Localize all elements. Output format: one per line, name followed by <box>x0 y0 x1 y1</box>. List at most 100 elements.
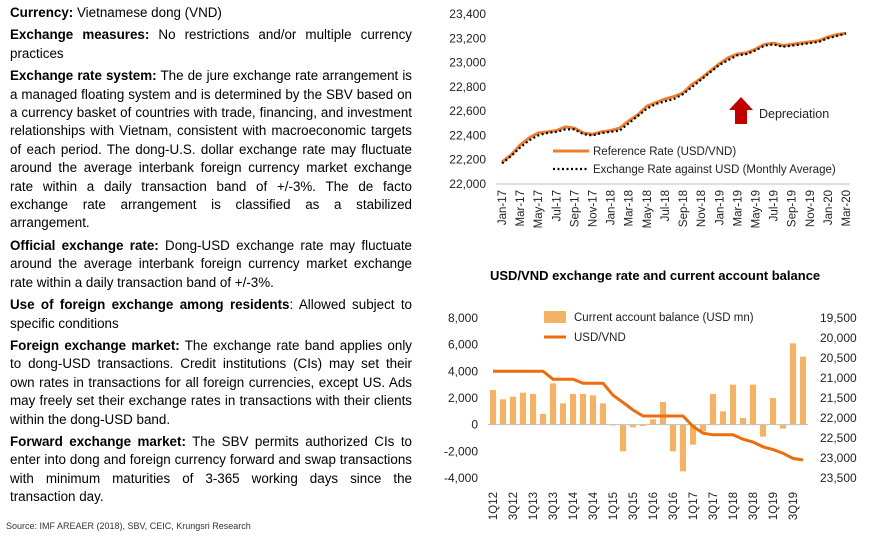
x-tick-label: Jul-19 <box>769 190 781 221</box>
x-tick-label: Jan-18 <box>606 190 618 225</box>
x-tick-label: 3Q19 <box>788 492 800 520</box>
legend-label: Reference Rate (USD/VND) <box>593 146 736 158</box>
x-tick-label: 3Q14 <box>588 491 600 520</box>
current-account-bar <box>779 424 787 429</box>
x-tick-label: 3Q13 <box>548 492 560 520</box>
current-account-bar <box>549 383 557 425</box>
paragraph-text: : Allowed subject to specific conditions <box>10 297 412 331</box>
left-y-tick-label: 4,000 <box>448 364 478 378</box>
current-account-bar <box>509 396 517 425</box>
current-account-bar <box>579 394 587 425</box>
left-y-tick-label: 8,000 <box>448 311 478 325</box>
paragraph-label: Exchange rate system: <box>10 68 157 84</box>
current-account-bar <box>689 424 697 445</box>
y-tick-label: 23,200 <box>449 31 486 45</box>
x-tick-label: Mar-18 <box>624 190 636 226</box>
x-tick-label: 1Q14 <box>568 491 580 520</box>
policy-paragraph: Foreign exchange market: The exchange ra… <box>10 337 412 429</box>
policy-paragraph: Currency: Vietnamese dong (VND) <box>10 4 412 22</box>
x-tick-label: Nov-18 <box>696 190 708 227</box>
current-account-bar <box>669 424 677 452</box>
current-account-bar <box>629 424 637 428</box>
right-y-tick-label: 22,000 <box>820 411 857 425</box>
y-tick-label: 22,000 <box>449 177 486 191</box>
paragraph-text: The exchange rate band applies only to d… <box>10 337 412 427</box>
current-account-bar <box>569 394 577 425</box>
source-note: Source: IMF AREAER (2018), SBV, CEIC, Kr… <box>6 521 251 531</box>
current-account-bar <box>589 395 597 425</box>
x-tick-label: 3Q15 <box>628 492 640 520</box>
x-tick-label: Jul-17 <box>551 190 563 221</box>
x-tick-label: Sep-19 <box>787 190 799 227</box>
current-account-bar <box>799 356 807 425</box>
x-tick-label: Jul-18 <box>660 190 672 221</box>
paragraph-label: Foreign exchange market: <box>10 337 180 353</box>
current-account-bar <box>559 403 567 425</box>
x-tick-label: Nov-19 <box>805 190 817 227</box>
right-y-tick-label: 20,000 <box>820 331 857 345</box>
current-account-bar <box>789 343 797 425</box>
current-account-bar <box>599 403 607 425</box>
policy-text-column: Currency: Vietnamese dong (VND) Exchange … <box>10 4 412 511</box>
y-tick-label: 22,200 <box>449 153 486 167</box>
x-tick-label: Jan-20 <box>823 190 835 225</box>
x-tick-label: 3Q18 <box>748 492 760 520</box>
x-tick-label: 3Q12 <box>508 492 520 520</box>
current-account-bar <box>719 411 727 425</box>
current-account-bar <box>709 394 717 425</box>
x-tick-label: Jan-19 <box>714 190 726 225</box>
right-y-tick-label: 19,500 <box>820 311 857 325</box>
paragraph-text: The SBV permits authorized CIs to enter … <box>10 433 412 505</box>
left-y-tick-label: 2,000 <box>448 391 478 405</box>
reference-rate-line <box>501 31 847 164</box>
current-account-bar <box>739 418 747 425</box>
policy-paragraph: Official exchange rate: Dong-USD exchang… <box>10 237 412 292</box>
legend-swatch-bar <box>544 311 566 323</box>
current-account-bar <box>489 390 497 425</box>
paragraph-label: Exchange measures: <box>10 27 150 43</box>
y-tick-label: 22,400 <box>449 128 486 142</box>
right-y-tick-label: 23,500 <box>820 471 857 485</box>
current-account-bar <box>769 398 777 425</box>
x-tick-label: Sep-17 <box>569 190 581 227</box>
usd-vnd-current-account-chart: 8,000 6,000 4,000 2,000 0 -2,000 -4,000 19,500 2… <box>444 311 857 520</box>
current-account-bar <box>529 394 537 425</box>
x-tick-label: May-17 <box>533 190 545 228</box>
legend-label: Exchange Rate against USD (Monthly Avera… <box>593 164 836 176</box>
x-tick-label: 1Q18 <box>728 492 740 520</box>
current-account-bar <box>749 384 757 425</box>
x-tick-label: 1Q16 <box>648 492 660 520</box>
x-tick-label: Sep-18 <box>678 190 690 227</box>
current-account-bar <box>659 402 667 425</box>
x-tick-label: Mar-19 <box>732 190 744 226</box>
policy-paragraph: Exchange rate system: The de jure exchan… <box>10 67 412 233</box>
left-y-tick-label: 0 <box>471 418 478 432</box>
exchange-rate-line-chart: 22,000 22,200 22,400 22,600 22,800 23,000 23,2… <box>449 7 853 228</box>
paragraph-label: Use of foreign exchange among residents <box>10 297 290 313</box>
paragraph-text: No restrictions and/or multiple currency… <box>10 27 412 61</box>
policy-paragraph: Forward exchange market: The SBV permits… <box>10 433 412 507</box>
current-account-bar <box>759 424 767 437</box>
x-tick-label: 1Q12 <box>488 492 500 520</box>
policy-paragraph: Use of foreign exchange among residents:… <box>10 296 412 333</box>
current-account-bar <box>729 384 737 425</box>
x-tick-label: 1Q17 <box>688 492 700 520</box>
x-tick-label: May-19 <box>750 190 762 228</box>
right-y-tick-label: 23,000 <box>820 451 857 465</box>
paragraph-text: Dong-USD exchange rate may fluctuate aro… <box>10 237 412 290</box>
paragraph-label: Forward exchange market: <box>10 433 186 449</box>
usd-vnd-line <box>493 369 804 462</box>
legend-label: Current account balance (USD mn) <box>574 312 754 324</box>
right-y-tick-label: 21,000 <box>820 371 857 385</box>
current-account-bar <box>699 424 707 432</box>
current-account-bar <box>519 392 527 425</box>
current-account-bar <box>499 399 507 425</box>
x-tick-label: 1Q15 <box>608 492 620 520</box>
current-account-bar <box>639 424 647 426</box>
y-tick-label: 22,600 <box>449 104 486 118</box>
x-tick-label: 3Q16 <box>668 492 680 520</box>
current-account-bar <box>619 424 627 452</box>
depreciation-arrow-icon <box>729 97 753 124</box>
monthly-average-line <box>501 32 847 165</box>
right-y-tick-label: 20,500 <box>820 351 857 365</box>
